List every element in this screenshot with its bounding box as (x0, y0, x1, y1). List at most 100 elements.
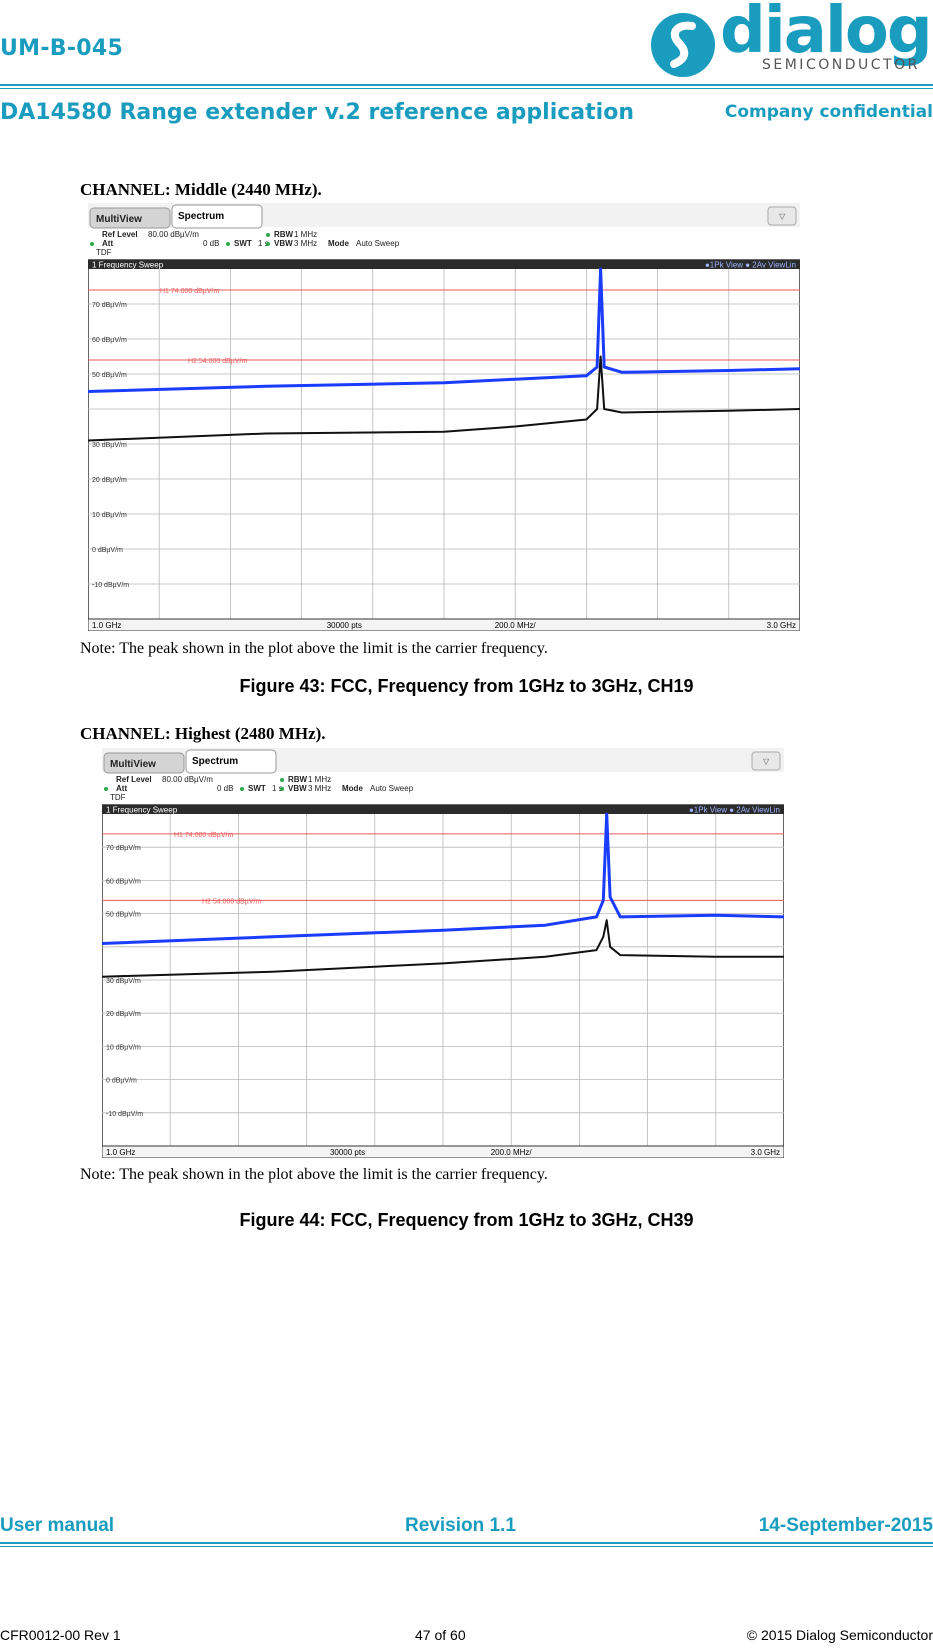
y-tick-label: 10 dBµV/m (106, 1044, 141, 1051)
trace-peak-view (102, 812, 784, 945)
y-tick-label: 50 dBµV/m (106, 912, 141, 919)
mode-label: Mode (342, 784, 363, 793)
limit-label-h1: H1 74.000 dBµV/m (174, 832, 233, 839)
plot-footer-bar (102, 1145, 784, 1158)
y-tick-label: 0 dBµV/m (106, 1078, 137, 1085)
trace-legend: ●1Pk View ● 2Av ViewLin (689, 806, 780, 815)
dropdown-button (767, 206, 797, 226)
footer-stop-freq: 3.0 GHz (767, 621, 796, 630)
figure-caption: Figure 44: FCC, Frequency from 1GHz to 3… (239, 1210, 694, 1230)
footer-doc-type: User manual (0, 1515, 115, 1536)
footer-stop-freq: 3.0 GHz (751, 1148, 780, 1157)
multiview-tab-label: MultiView (110, 759, 156, 770)
mode-value: Auto Sweep (370, 784, 414, 793)
vbw-dot-icon (266, 242, 270, 246)
y-tick-label: 30 dBµV/m (92, 442, 127, 449)
footer-points: 30000 pts (330, 1148, 365, 1157)
footer-division: 200.0 MHz/ (495, 621, 537, 630)
footer-form-code: CFR0012-00 Rev 1 (0, 1627, 121, 1643)
spectrum-tab (185, 749, 277, 774)
trace-average-view (88, 355, 800, 442)
trace-average-view (102, 919, 784, 978)
y-tick-label: -10 dBµV/m (92, 582, 129, 589)
att-dot-icon (90, 242, 94, 246)
footer-revision: Revision 1.1 (405, 1515, 516, 1536)
footer-division: 200.0 MHz/ (491, 1148, 533, 1157)
mode-label: Mode (328, 239, 349, 248)
rbw-label: RBW (288, 775, 308, 784)
trace-peak-view (88, 267, 800, 393)
multiview-tab (103, 752, 185, 774)
footer-start-freq: 1.0 GHz (92, 621, 121, 630)
rbw-value: 1 MHz (294, 230, 317, 239)
footer-start-freq: 1.0 GHz (106, 1148, 135, 1157)
figure-channel-title: CHANNEL: Highest (2480 MHz). (80, 724, 326, 743)
dialog-logo (651, 6, 933, 81)
spectrum-tab-label: Spectrum (192, 756, 238, 767)
swt-label: SWT (248, 784, 266, 793)
rbw-label: RBW (274, 230, 294, 239)
multiview-tab-label: MultiView (96, 214, 142, 225)
footer-points: 30000 pts (327, 621, 362, 630)
logo-subtitle: SEMICONDUCTOR (762, 57, 920, 73)
spectrum-analyzer-screenshot: MultiView Spectrum ▽ Ref Level 80.00 dBµV/m A… (88, 203, 800, 631)
sweep-title-bar (102, 805, 784, 814)
figure-note: Note: The peak shown in the plot above t… (80, 640, 548, 657)
y-tick-label: 30 dBµV/m (106, 978, 141, 985)
vbw-value: 3 MHz (308, 784, 331, 793)
ref-level-label: Ref Level (102, 230, 138, 239)
y-tick-label: -10 dBµV/m (106, 1111, 143, 1118)
trace-legend: ●1Pk View ● 2Av ViewLin (705, 261, 796, 270)
footer-copyright: © 2015 Dialog Semiconductor (746, 1627, 933, 1643)
sweep-title-bar (88, 260, 800, 269)
vbw-value: 3 MHz (294, 239, 317, 248)
document-title: DA14580 Range extender v.2 reference app… (0, 100, 634, 125)
footer-page-number: 47 of 60 (415, 1627, 466, 1643)
figure-caption: Figure 43: FCC, Frequency from 1GHz to 3… (239, 676, 694, 696)
swt-dot-icon (240, 787, 244, 791)
tdf-label: TDF (110, 793, 126, 802)
dropdown-arrow-icon: ▽ (779, 212, 786, 221)
swt-value: 1 s (272, 784, 283, 793)
att-value: 0 dB (203, 239, 219, 248)
plot-footer-bar (88, 618, 800, 631)
rbw-value: 1 MHz (308, 775, 331, 784)
att-dot-icon (104, 787, 108, 791)
sweep-title: 1 Frequency Sweep (106, 806, 178, 815)
ref-level-value: 80.00 dBµV/m (162, 775, 213, 784)
y-tick-label: 20 dBµV/m (92, 477, 127, 484)
dropdown-arrow-icon: ▽ (763, 757, 770, 766)
figure-channel-title: CHANNEL: Middle (2440 MHz). (80, 180, 322, 199)
multiview-tab (89, 207, 171, 229)
document-code: UM-B-045 (0, 36, 124, 61)
att-label: Att (102, 239, 113, 248)
y-tick-label: 70 dBµV/m (106, 845, 141, 852)
y-tick-label: 60 dBµV/m (92, 337, 127, 344)
swt-label: SWT (234, 239, 252, 248)
header-rule-thin (0, 88, 933, 89)
vbw-label: VBW (274, 239, 293, 248)
y-tick-label: 0 dBµV/m (92, 547, 123, 554)
rbw-dot-icon (266, 233, 270, 237)
ref-level-value: 80.00 dBµV/m (148, 230, 199, 239)
att-label: Att (116, 784, 127, 793)
figure-note: Note: The peak shown in the plot above t… (80, 1166, 548, 1183)
swt-dot-icon (226, 242, 230, 246)
swt-value: 1 s (258, 239, 269, 248)
y-tick-label: 10 dBµV/m (92, 512, 127, 519)
vbw-label: VBW (288, 784, 307, 793)
y-tick-label: 60 dBµV/m (106, 878, 141, 885)
limit-label-h1: H1 74.000 dBµV/m (160, 288, 219, 295)
footer-date: 14-September-2015 (758, 1515, 933, 1536)
vbw-dot-icon (280, 787, 284, 791)
att-value: 0 dB (217, 784, 233, 793)
tdf-label: TDF (96, 248, 112, 257)
spectrum-analyzer-screenshot: MultiView Spectrum ▽ Ref Level 80.00 dBµV/m A… (102, 748, 784, 1158)
mode-value: Auto Sweep (356, 239, 400, 248)
limit-label-h2: H2 54.000 dBµV/m (202, 898, 261, 905)
footer-rule (0, 1542, 933, 1544)
sweep-title: 1 Frequency Sweep (92, 261, 164, 270)
spectrum-tab-label: Spectrum (178, 211, 224, 222)
dropdown-button (751, 751, 781, 771)
rbw-dot-icon (280, 778, 284, 782)
